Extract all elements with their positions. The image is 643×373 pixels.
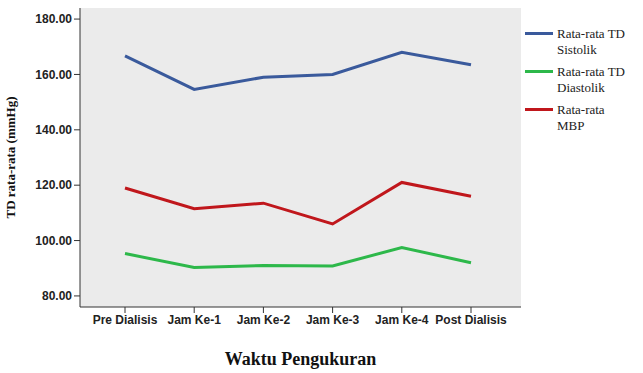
svg-text:140.00: 140.00	[35, 123, 72, 137]
svg-text:160.00: 160.00	[35, 68, 72, 82]
svg-text:Pre Dialisis: Pre Dialisis	[93, 313, 158, 327]
html-text:Rata-rata MBP: Rata-rata MBP	[557, 102, 605, 133]
svg-text:100.00: 100.00	[35, 234, 72, 248]
svg-text:Post Dialisis: Post Dialisis	[435, 313, 507, 327]
svg-text:Waktu Pengukuran: Waktu Pengukuran	[225, 349, 377, 369]
svg-text:180.00: 180.00	[35, 12, 72, 26]
svg-text:80.00: 80.00	[42, 289, 72, 303]
svg-text:Jam Ke-4: Jam Ke-4	[375, 313, 429, 327]
svg-text:120.00: 120.00	[35, 178, 72, 192]
html-text:Rata-rata TD Sistolik: Rata-rata TD Sistolik	[557, 26, 625, 57]
svg-text:Jam Ke-2: Jam Ke-2	[237, 313, 291, 327]
svg-text:Jam Ke-1: Jam Ke-1	[168, 313, 222, 327]
svg-text:Jam Ke-3: Jam Ke-3	[306, 313, 360, 327]
html-text:Rata-rata TD Diastolik: Rata-rata TD Diastolik	[557, 64, 625, 95]
svg-text:TD rata-rata (mmHg): TD rata-rata (mmHg)	[8, 96, 18, 218]
